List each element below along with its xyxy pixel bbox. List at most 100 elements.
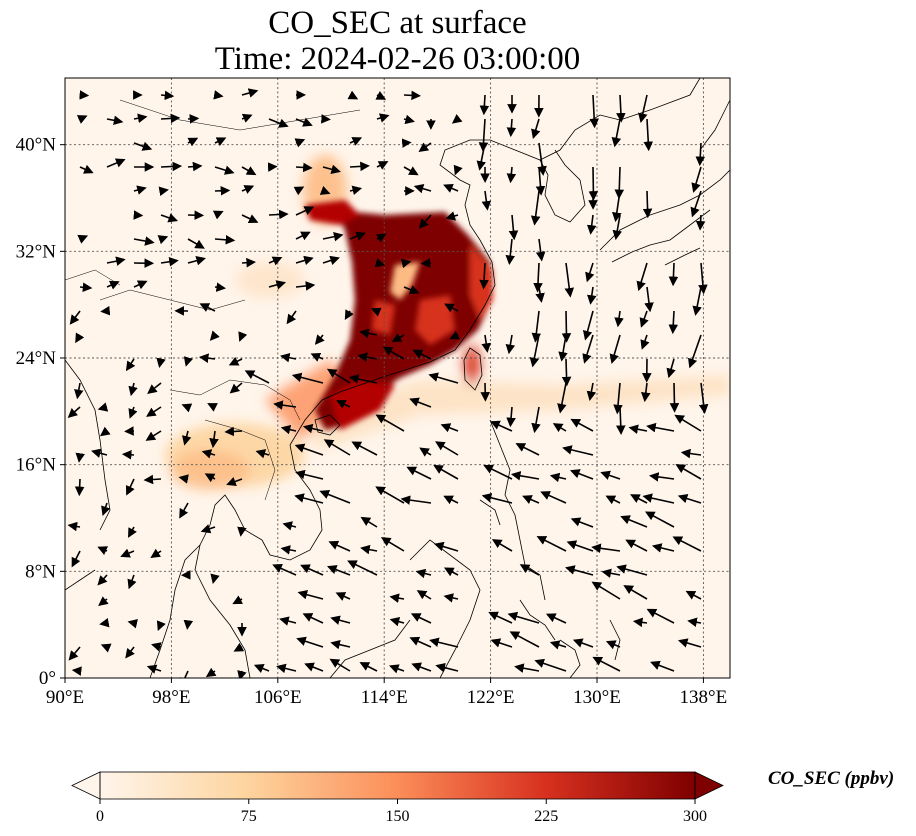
colorbar-ticks: 0 75 150 225 300 (96, 799, 707, 825)
wind-arrow (280, 352, 297, 363)
wind-arrow (488, 611, 513, 624)
wind-arrow (587, 286, 597, 305)
wind-arrow (370, 307, 382, 317)
map-timestamp: Time: 2024-02-26 03:00:00 (214, 41, 581, 77)
lat-tick-label: 0° (39, 668, 56, 689)
wind-arrow (241, 166, 257, 176)
lon-tick-label: 122°E (467, 687, 515, 708)
wind-arrow (481, 493, 513, 504)
wind-arrow (435, 441, 459, 456)
wind-arrow (98, 596, 109, 606)
wind-arrow (286, 310, 297, 325)
wind-arrow (616, 564, 648, 576)
wind-arrow (545, 613, 567, 624)
wind-arrow (403, 114, 415, 125)
wind-arrow (677, 638, 702, 648)
wind-arrow (360, 516, 378, 528)
wind-arrow (698, 262, 708, 295)
wind-arrow (209, 430, 219, 449)
wind-arrow (133, 210, 144, 220)
wind-arrow (145, 430, 162, 441)
wind-arrow (685, 590, 702, 600)
wind-arrow (160, 90, 175, 101)
wind-arrow (674, 414, 702, 432)
wind-arrow (453, 164, 463, 176)
wind-arrow (643, 118, 654, 152)
wind-arrow (187, 238, 205, 249)
wind-arrow (76, 115, 88, 124)
wind-arrow (549, 472, 567, 483)
wind-arrow (71, 666, 82, 676)
wind-arrow (327, 565, 351, 576)
wind-arrow (100, 426, 111, 437)
wind-arrow (419, 447, 432, 457)
wind-arrow (160, 161, 183, 172)
wind-arrow (529, 334, 540, 368)
wind-arrow (612, 190, 622, 223)
wind-arrow (97, 546, 109, 556)
wind-arrow (241, 88, 259, 98)
wind-arrow (351, 441, 378, 456)
wind-arrow (695, 214, 706, 231)
wind-arrow (388, 664, 405, 674)
wind-arrow (561, 358, 572, 387)
wind-arrow (302, 423, 324, 434)
wind-arrow (420, 258, 432, 268)
wind-arrow (375, 91, 387, 100)
wind-arrow (120, 548, 135, 558)
wind-arrow (375, 414, 405, 432)
wind-arrow (591, 581, 621, 600)
wind-arrow (531, 310, 542, 343)
wind-arrow (187, 161, 203, 172)
wind-arrow (121, 450, 135, 460)
wind-arrow (213, 90, 224, 100)
wind-arrow (280, 424, 297, 435)
wind-arrow (691, 166, 702, 193)
wind-arrow (481, 190, 492, 211)
wind-arrow (183, 356, 194, 367)
wind-arrow (295, 255, 314, 266)
wind-arrow (314, 334, 325, 345)
wind-arrow (672, 536, 702, 552)
wind-arrow (582, 310, 594, 341)
wind-arrow (534, 658, 567, 672)
wind-arrow (409, 397, 432, 408)
wind-arrow (692, 286, 702, 316)
wind-arrow (156, 620, 166, 631)
wind-arrow (295, 117, 313, 127)
lat-tick-label: 24°N (16, 348, 57, 369)
wind-arrow (181, 403, 193, 413)
wind-arrow (375, 233, 387, 243)
wind-arrow (349, 161, 370, 172)
wind-arrow (349, 137, 363, 146)
wind-arrow (214, 185, 231, 196)
wind-arrow (344, 309, 354, 320)
wind-arrow (199, 303, 216, 312)
map-frame (64, 77, 731, 679)
wind-arrow (611, 118, 622, 148)
wind-arrow (133, 141, 153, 151)
wind-arrow (509, 631, 540, 648)
wind-arrow (322, 231, 344, 242)
wind-arrow (451, 114, 463, 124)
wind-arrow (416, 590, 432, 600)
wind-arrow (445, 211, 459, 221)
wind-arrow (586, 382, 597, 401)
wind-arrow (591, 543, 621, 554)
wind-arrow (531, 406, 541, 434)
wind-arrow (319, 489, 351, 504)
wind-arrow (209, 330, 220, 341)
colorbar-tick-label: 150 (386, 808, 410, 825)
wind-arrow (549, 640, 567, 650)
wind-arrow (67, 521, 81, 532)
wind-arrow (443, 593, 459, 603)
wind-arrow (295, 231, 311, 241)
wind-arrow (535, 238, 546, 262)
wind-arrow (508, 214, 519, 241)
wind-arrow (79, 282, 93, 293)
wind-arrow (687, 617, 702, 627)
wind-arrow (695, 142, 706, 167)
wind-arrow (400, 258, 412, 269)
wind-arrow (69, 310, 81, 325)
